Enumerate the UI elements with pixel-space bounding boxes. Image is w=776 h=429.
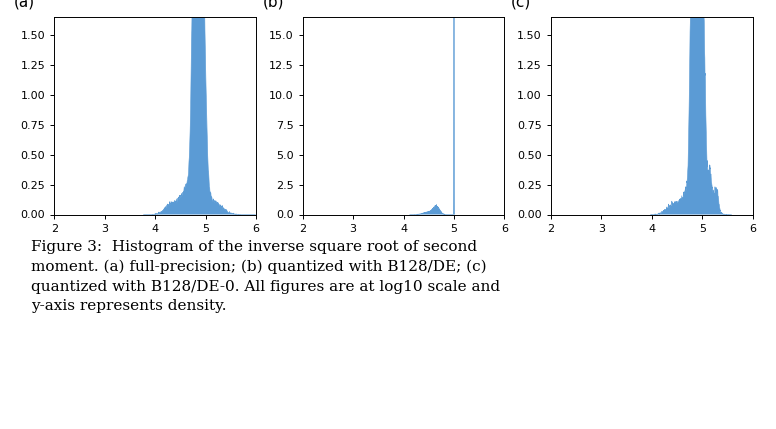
- Text: (c): (c): [511, 0, 531, 9]
- Text: (b): (b): [262, 0, 284, 9]
- Text: Figure 3:  Histogram of the inverse square root of second
moment. (a) full-preci: Figure 3: Histogram of the inverse squar…: [31, 240, 501, 313]
- Text: (a): (a): [14, 0, 35, 9]
